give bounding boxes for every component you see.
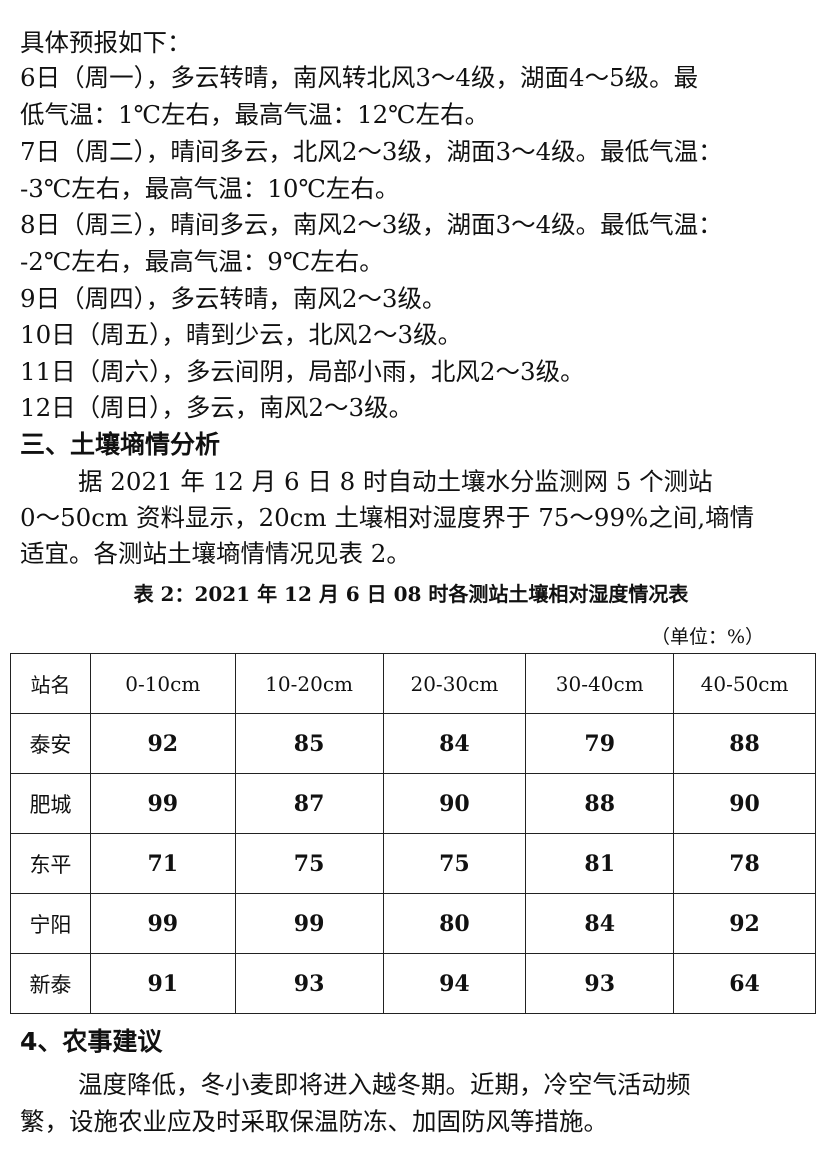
- value-cell: 78: [673, 833, 816, 894]
- header-cell: 30-40cm: [525, 653, 675, 714]
- forecast-line: -2℃左右，最高气温：9℃左右。: [20, 247, 384, 276]
- forecast-line: 11日（周六），多云间阴，局部小雨，北风2～3级。: [20, 357, 585, 386]
- value-cell: 71: [89, 833, 236, 894]
- value-cell: 91: [89, 953, 236, 1014]
- forecast-line: 6日（周一），多云转晴，南风转北风3～4级，湖面4～5级。最: [20, 63, 699, 92]
- value-cell: 81: [525, 833, 675, 894]
- table-row: 泰安 92 85 84 79 88: [10, 713, 816, 774]
- soil-paragraph-line: 0～50cm 资料显示，20cm 土壤相对湿度界于 75～99%之间,墒情: [20, 503, 755, 532]
- value-cell: 64: [673, 953, 816, 1014]
- value-cell: 79: [525, 713, 675, 774]
- value-cell: 84: [525, 893, 675, 954]
- table-row: 东平 71 75 75 81 78: [10, 833, 816, 894]
- table-unit: （单位：%）: [650, 626, 764, 648]
- table-row: 宁阳 99 99 80 84 92: [10, 893, 816, 954]
- value-cell: 90: [382, 773, 527, 834]
- soil-heading: 三、土壤墒情分析: [20, 430, 221, 459]
- table-row: 新泰 91 93 94 93 64: [10, 953, 816, 1014]
- station-cell: 肥城: [10, 773, 91, 834]
- station-cell: 宁阳: [10, 893, 91, 954]
- forecast-line: 12日（周日），多云，南风2～3级。: [20, 393, 414, 422]
- table-caption: 表 2：2021 年 12 月 6 日 08 时各测站土壤相对湿度情况表: [133, 582, 689, 606]
- value-cell: 75: [234, 833, 384, 894]
- station-cell: 新泰: [10, 953, 91, 1014]
- header-cell: 10-20cm: [234, 653, 384, 714]
- advice-paragraph-line: 繁，设施农业应及时采取保温防冻、加固防风等措施。: [20, 1107, 608, 1136]
- value-cell: 84: [382, 713, 527, 774]
- value-cell: 88: [525, 773, 675, 834]
- soil-humidity-table: 站名 0-10cm 10-20cm 20-30cm 30-40cm 40-50c…: [10, 653, 816, 1014]
- header-cell: 40-50cm: [673, 653, 816, 714]
- table-row: 肥城 99 87 90 88 90: [10, 773, 816, 834]
- forecast-line: -3℃左右，最高气温：10℃左右。: [20, 174, 400, 203]
- soil-paragraph-line: 据 2021 年 12 月 6 日 8 时自动土壤水分监测网 5 个测站: [78, 467, 713, 496]
- value-cell: 99: [234, 893, 384, 954]
- header-cell: 0-10cm: [89, 653, 236, 714]
- value-cell: 90: [673, 773, 816, 834]
- value-cell: 99: [89, 773, 236, 834]
- value-cell: 75: [382, 833, 527, 894]
- forecast-line: 7日（周二），晴间多云，北风2～3级，湖面3～4级。最低气温：: [20, 137, 723, 166]
- value-cell: 93: [234, 953, 384, 1014]
- table-header-row: 站名 0-10cm 10-20cm 20-30cm 30-40cm 40-50c…: [10, 653, 816, 714]
- value-cell: 92: [89, 713, 236, 774]
- forecast-line: 8日（周三），晴间多云，南风2～3级，湖面3～4级。最低气温：: [20, 210, 723, 239]
- value-cell: 93: [525, 953, 675, 1014]
- station-cell: 泰安: [10, 713, 91, 774]
- value-cell: 85: [234, 713, 384, 774]
- value-cell: 88: [673, 713, 816, 774]
- value-cell: 87: [234, 773, 384, 834]
- value-cell: 92: [673, 893, 816, 954]
- advice-paragraph-line: 温度降低，冬小麦即将进入越冬期。近期，冷空气活动频: [78, 1070, 691, 1099]
- forecast-line: 9日（周四），多云转晴，南风2～3级。: [20, 284, 447, 313]
- value-cell: 94: [382, 953, 527, 1014]
- soil-paragraph-line: 适宜。各测站土壤墒情情况见表 2。: [20, 539, 411, 568]
- value-cell: 80: [382, 893, 527, 954]
- advice-heading: 4、农事建议: [20, 1027, 163, 1056]
- forecast-intro: 具体预报如下：: [20, 28, 192, 57]
- station-cell: 东平: [10, 833, 91, 894]
- header-cell: 站名: [10, 653, 91, 714]
- forecast-line: 低气温：1℃左右，最高气温：12℃左右。: [20, 100, 490, 129]
- forecast-line: 10日（周五），晴到少云，北风2～3级。: [20, 320, 463, 349]
- value-cell: 99: [89, 893, 236, 954]
- header-cell: 20-30cm: [382, 653, 527, 714]
